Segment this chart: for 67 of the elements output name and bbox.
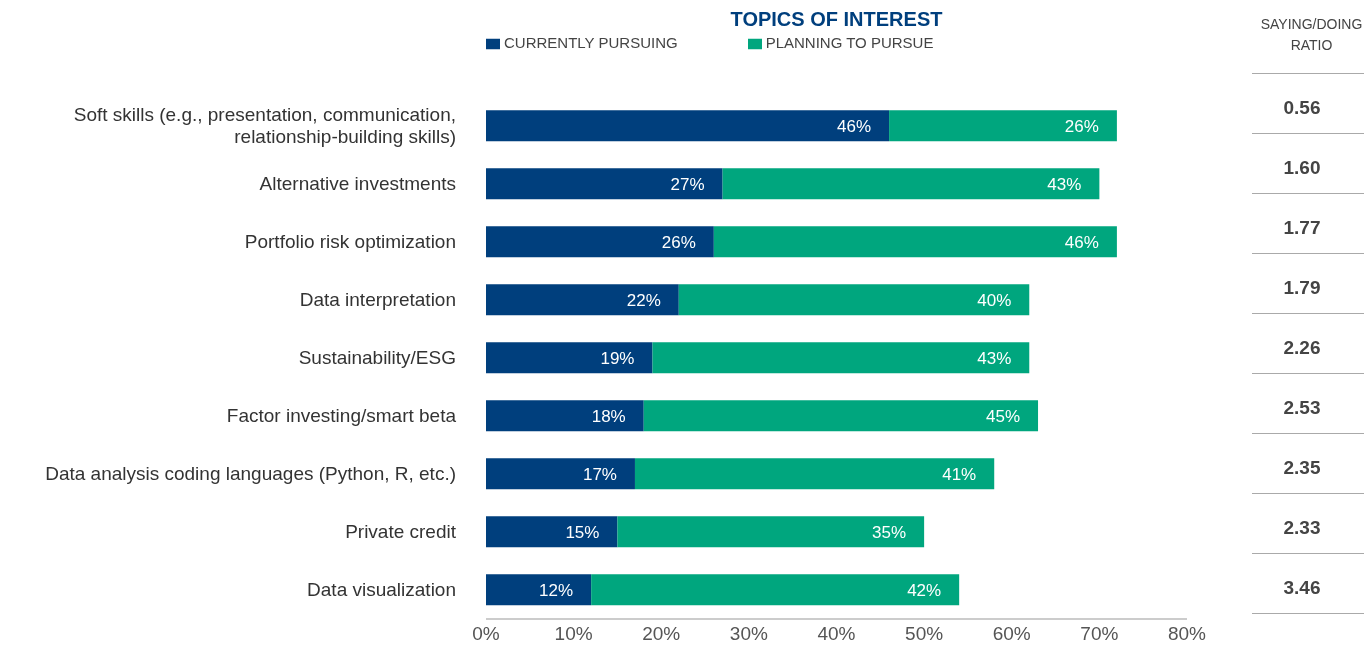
- text: 1.60: [1282, 157, 1322, 179]
- data-label: 15%: [565, 522, 600, 542]
- data-label: 19%: [600, 348, 635, 368]
- bar: [634, 458, 995, 490]
- x-tick-label: 30%: [729, 623, 768, 645]
- x-tick-label: 60%: [992, 623, 1031, 645]
- text: 1.79: [1282, 277, 1322, 299]
- x-tick-label: 50%: [905, 623, 944, 645]
- y-tick-label: Sustainability/ESG: [298, 347, 456, 368]
- data-label: 18%: [591, 406, 626, 426]
- text: 2.26: [1282, 337, 1322, 359]
- bar: [486, 342, 653, 374]
- data-label: 27%: [670, 174, 705, 194]
- data-label: 43%: [1047, 174, 1082, 194]
- y-tick-label: Soft skills (e.g., presentation, communication, relationship-building skills): [73, 104, 456, 147]
- data-label: 17%: [582, 464, 617, 484]
- bar: [643, 400, 1039, 432]
- data-label: 12%: [539, 580, 574, 600]
- chart-title: TOPICS OF INTEREST: [729, 8, 944, 31]
- data-label: 43%: [977, 348, 1012, 368]
- bar: [486, 458, 635, 490]
- text: 2.35: [1282, 457, 1322, 479]
- bar: [617, 516, 925, 548]
- data-label: 46%: [1064, 232, 1099, 252]
- data-label: 22%: [626, 290, 661, 310]
- y-tick-label: Data visualization: [307, 579, 456, 600]
- legend-label: CURRENTLY PURSUING: [504, 34, 678, 51]
- data-label: 40%: [977, 290, 1012, 310]
- text: 2.53: [1282, 397, 1322, 419]
- y-tick-label: Private credit: [345, 521, 457, 542]
- bar: [652, 342, 1030, 374]
- text: 1.77: [1282, 217, 1322, 239]
- text: 2.33: [1282, 517, 1322, 539]
- bar: [486, 574, 592, 606]
- bar: [486, 516, 618, 548]
- y-tick-label: Data analysis coding languages (Python, R, etc.): [45, 463, 456, 484]
- data-label: 42%: [907, 580, 942, 600]
- y-tick-label: Data interpretation: [299, 289, 456, 310]
- x-tick-label: 0%: [472, 623, 500, 645]
- y-tick-label: Alternative investments: [259, 173, 456, 194]
- x-tick-label: 20%: [642, 623, 681, 645]
- bar: [713, 226, 1117, 258]
- text: SAYING/DOING RATIO: [1259, 15, 1364, 55]
- data-label: 35%: [872, 522, 907, 542]
- x-tick-label: 40%: [817, 623, 856, 645]
- bar: [722, 168, 1100, 200]
- legend-label: PLANNING TO PURSUE: [765, 34, 934, 51]
- y-tick-label: Factor investing/smart beta: [226, 405, 457, 426]
- text: 3.46: [1282, 577, 1322, 599]
- x-tick-label: 10%: [554, 623, 593, 645]
- data-label: 41%: [942, 464, 977, 484]
- data-label: 46%: [837, 116, 872, 136]
- bar: [486, 168, 723, 200]
- y-tick-label: Portfolio risk optimization: [244, 231, 456, 252]
- data-label: 45%: [986, 406, 1021, 426]
- bar: [889, 110, 1117, 142]
- bar: [486, 110, 890, 142]
- bar: [486, 400, 644, 432]
- bar: [678, 284, 1030, 316]
- x-tick-label: 70%: [1080, 623, 1119, 645]
- data-label: 26%: [661, 232, 696, 252]
- bar: [486, 284, 679, 316]
- bar: [591, 574, 960, 606]
- text: 0.56: [1282, 97, 1322, 119]
- x-tick-label: 80%: [1167, 623, 1207, 645]
- bar: [486, 226, 714, 258]
- data-label: 26%: [1064, 116, 1099, 136]
